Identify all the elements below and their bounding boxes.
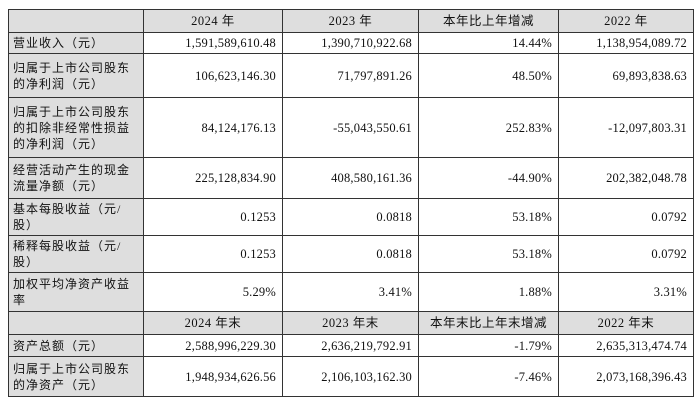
row-label: 归属于上市公司股东的净利润（元） [8,53,144,98]
header-2022: 2022 年 [558,9,694,33]
cell-change: -44.90% [418,157,559,199]
table-row-total-assets: 资产总额（元） 2,588,996,229.30 2,636,219,792.9… [8,334,694,357]
corner-cell [8,9,144,33]
row-label: 基本每股收益（元/股） [8,198,144,236]
cell-2024: 5.29% [143,272,283,312]
cell-2023: 408,580,161.36 [282,157,419,199]
financial-summary-table: 2024 年 2023 年 本年比上年增减 2022 年 营业收入（元） 1,5… [8,9,694,397]
cell-change: 252.83% [418,97,559,158]
header-2023: 2023 年 [282,9,419,33]
cell-2023: 3.41% [282,272,419,312]
table-row-weighted-avg-roe: 加权平均净资产收益率 5.29% 3.41% 1.88% 3.31% [8,272,694,312]
table-row-diluted-eps: 稀释每股收益（元/股） 0.1253 0.0818 53.18% 0.0792 [8,235,694,273]
row-label: 加权平均净资产收益率 [8,272,144,312]
table-row-revenue: 营业收入（元） 1,591,589,610.48 1,390,710,922.6… [8,32,694,54]
table-row-net-assets: 归属于上市公司股东的净资产（元） 1,948,934,626.56 2,106,… [8,356,694,397]
cell-change: 53.18% [418,198,559,236]
row-label: 稀释每股收益（元/股） [8,235,144,273]
cell-2022: 69,893,838.63 [558,53,694,98]
cell-2024: 1,948,934,626.56 [143,356,283,397]
cell-2022: 2,635,313,474.74 [558,334,694,357]
cell-2023: 0.0818 [282,235,419,273]
header-yoy-change: 本年比上年增减 [418,9,559,33]
cell-2024: 84,124,176.13 [143,97,283,158]
cell-2023: 2,106,103,162.30 [282,356,419,397]
row-label: 资产总额（元） [8,334,144,357]
header-2024: 2024 年 [143,9,283,33]
row-label: 经营活动产生的现金流量净额（元） [8,157,144,199]
cell-change: -1.79% [418,334,559,357]
table-row-non-recurring-net-profit: 归属于上市公司股东的扣除非经常性损益的净利润（元） 84,124,176.13 … [8,97,694,158]
cell-2023: 71,797,891.26 [282,53,419,98]
cell-change: 14.44% [418,32,559,54]
cell-2023: 0.0818 [282,198,419,236]
cell-2022: 2,073,168,396.43 [558,356,694,397]
cell-2022: -12,097,803.31 [558,97,694,158]
cell-2022: 0.0792 [558,198,694,236]
cell-2024: 0.1253 [143,198,283,236]
cell-2024: 0.1253 [143,235,283,273]
cell-2023: 2,636,219,792.91 [282,334,419,357]
period-end-header-row: 2024 年末 2023 年末 本年末比上年末增减 2022 年末 [8,311,694,335]
cell-2024: 225,128,834.90 [143,157,283,199]
cell-change: 53.18% [418,235,559,273]
cell-2023: 1,390,710,922.68 [282,32,419,54]
row-label: 营业收入（元） [8,32,144,54]
row-label: 归属于上市公司股东的扣除非经常性损益的净利润（元） [8,97,144,158]
header-end-yoy-change: 本年末比上年末增减 [418,311,559,335]
header-2023-end: 2023 年末 [282,311,419,335]
cell-2024: 106,623,146.30 [143,53,283,98]
cell-change: 48.50% [418,53,559,98]
cell-2022: 202,382,048.78 [558,157,694,199]
table-row-basic-eps: 基本每股收益（元/股） 0.1253 0.0818 53.18% 0.0792 [8,198,694,236]
cell-change: 1.88% [418,272,559,312]
period-header-row: 2024 年 2023 年 本年比上年增减 2022 年 [8,9,694,33]
cell-2022: 0.0792 [558,235,694,273]
cell-2024: 2,588,996,229.30 [143,334,283,357]
header-2022-end: 2022 年末 [558,311,694,335]
financial-summary-document: 2024 年 2023 年 本年比上年增减 2022 年 营业收入（元） 1,5… [8,9,694,397]
cell-2024: 1,591,589,610.48 [143,32,283,54]
header-2024-end: 2024 年末 [143,311,283,335]
corner-cell [8,311,144,335]
row-label: 归属于上市公司股东的净资产（元） [8,356,144,397]
table-row-operating-cash-flow: 经营活动产生的现金流量净额（元） 225,128,834.90 408,580,… [8,157,694,199]
cell-2022: 3.31% [558,272,694,312]
cell-2022: 1,138,954,089.72 [558,32,694,54]
table-row-net-profit: 归属于上市公司股东的净利润（元） 106,623,146.30 71,797,8… [8,53,694,98]
cell-change: -7.46% [418,356,559,397]
cell-2023: -55,043,550.61 [282,97,419,158]
